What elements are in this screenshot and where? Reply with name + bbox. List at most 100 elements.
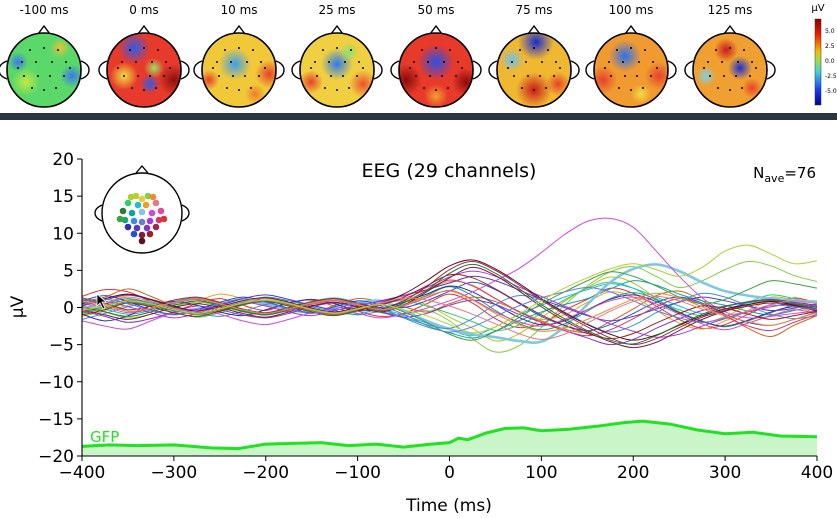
colorbar-tick-label: 0.0 xyxy=(825,58,835,65)
y-tick-label: −10 xyxy=(38,373,74,393)
y-tick-label: 5 xyxy=(63,261,74,281)
sensor-dot xyxy=(127,193,135,201)
channel-trace xyxy=(81,273,818,340)
ear-icon xyxy=(180,60,190,80)
sensor-dot xyxy=(138,231,146,239)
y-tick-label: −15 xyxy=(38,410,74,430)
channel-trace xyxy=(81,266,818,349)
channel-trace xyxy=(81,271,818,341)
ear-icon xyxy=(291,60,301,80)
nose-icon xyxy=(330,24,344,35)
nose-icon xyxy=(527,24,541,35)
topomap-time-label: 125 ms xyxy=(708,3,753,17)
sensor-dot xyxy=(152,199,160,207)
sensor-dot xyxy=(121,216,129,224)
channel-trace xyxy=(81,263,818,345)
y-axis-label: µV xyxy=(8,295,28,318)
sensor-dot xyxy=(146,217,154,225)
head-outline xyxy=(106,32,182,108)
ear-icon xyxy=(488,60,498,80)
channel-trace xyxy=(81,260,818,346)
ear-icon xyxy=(98,60,108,80)
channel-trace xyxy=(81,298,818,346)
topomap: 125 ms xyxy=(684,3,776,108)
topomap: 75 ms xyxy=(488,3,580,108)
topomap-strip: -100 ms 0 ms 10 ms 25 ms 50 ms 75 ms 100 ms 125… xyxy=(0,3,837,108)
ear-icon xyxy=(390,60,400,80)
channel-trace xyxy=(81,295,818,340)
nose-icon xyxy=(429,24,443,35)
topomap-time-label: 25 ms xyxy=(318,3,355,17)
topomap: 50 ms xyxy=(390,3,482,108)
topomap: -100 ms xyxy=(0,3,90,108)
x-tick-label: 100 xyxy=(525,463,557,483)
sensor-dot xyxy=(160,215,168,223)
sensor-dot xyxy=(146,230,154,238)
colorbar-unit: µV xyxy=(811,3,824,14)
channel-trace xyxy=(81,259,818,341)
y-tick-label: 10 xyxy=(52,224,74,244)
nose-icon xyxy=(723,24,737,35)
head-outline xyxy=(299,32,375,108)
y-tick-label: 20 xyxy=(52,150,74,170)
head-outline xyxy=(6,32,82,108)
sensor-layout-inset xyxy=(94,165,190,254)
channel-trace xyxy=(81,286,818,333)
y-tick-label: 15 xyxy=(52,187,74,207)
head-outline xyxy=(593,32,669,108)
sensor-dot xyxy=(138,195,146,203)
x-tick-label: 400 xyxy=(801,463,833,483)
topomap-time-label: 0 ms xyxy=(129,3,158,17)
ear-icon xyxy=(275,60,285,80)
x-tick-label: 200 xyxy=(617,463,649,483)
sensor-dot xyxy=(155,216,163,224)
y-tick-label: −5 xyxy=(49,336,74,356)
gfp-area xyxy=(82,421,817,456)
ear-icon xyxy=(585,60,595,80)
ear-icon xyxy=(472,60,482,80)
nave-label: Nave=76 xyxy=(753,164,816,185)
y-tick-label: −20 xyxy=(38,447,74,467)
ear-icon xyxy=(570,60,580,80)
sensor-dot xyxy=(138,218,146,226)
sensor-dot xyxy=(128,209,136,217)
sensor-dot xyxy=(116,215,124,223)
channel-trace xyxy=(81,281,818,332)
sensor-dot xyxy=(143,224,151,232)
ear-icon xyxy=(684,60,694,80)
channel-trace xyxy=(81,260,818,353)
sensor-dot xyxy=(119,207,127,215)
gfp-line xyxy=(81,419,818,451)
topomap-time-label: 50 ms xyxy=(417,3,454,17)
topomap-time-label: 75 ms xyxy=(515,3,552,17)
ear-icon xyxy=(766,60,776,80)
x-axis-label: Time (ms) xyxy=(405,496,492,516)
ear-icon xyxy=(667,60,677,80)
ear-icon xyxy=(94,204,103,222)
ear-icon xyxy=(0,60,8,80)
sensor-dot xyxy=(152,223,160,231)
mouse-cursor-icon xyxy=(96,293,108,310)
ear-icon xyxy=(193,60,203,80)
gfp-trace: GFP xyxy=(81,419,818,456)
x-tick-label: −300 xyxy=(151,463,198,483)
chart-title: EEG (29 channels) xyxy=(362,160,537,182)
sensor-dot xyxy=(138,208,146,216)
topomap: 10 ms xyxy=(193,3,285,108)
nose-icon xyxy=(232,24,246,35)
channel-trace xyxy=(81,279,818,337)
colorbar-tick-label: -2.5 xyxy=(825,73,837,80)
channel-trace xyxy=(81,292,818,333)
channel-trace xyxy=(81,244,818,334)
sensor-dot xyxy=(138,237,146,245)
nose-icon xyxy=(137,24,151,35)
head-outline xyxy=(692,32,768,108)
sensor-dot xyxy=(124,199,132,207)
sensor-dot xyxy=(132,192,140,200)
ear-icon xyxy=(373,60,383,80)
nose-icon xyxy=(37,24,51,35)
channel-traces xyxy=(81,217,818,353)
x-tick-label: −100 xyxy=(334,463,381,483)
nose-icon xyxy=(624,24,638,35)
gfp-label: GFP xyxy=(90,428,119,446)
